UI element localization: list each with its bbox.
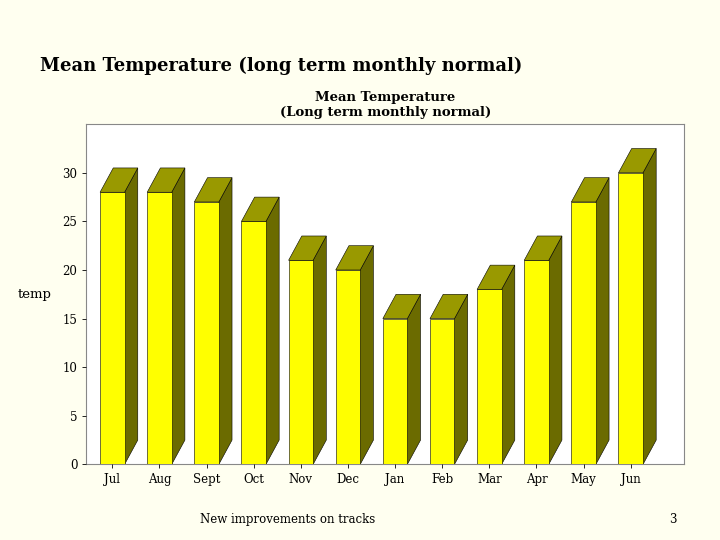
Bar	[383, 319, 408, 464]
Polygon shape	[524, 236, 562, 260]
Bar	[430, 319, 454, 464]
Polygon shape	[266, 197, 279, 464]
Polygon shape	[477, 265, 515, 289]
Polygon shape	[147, 168, 185, 192]
Polygon shape	[100, 168, 138, 192]
Bar	[618, 173, 643, 464]
Polygon shape	[408, 294, 420, 464]
Polygon shape	[289, 236, 326, 260]
Bar	[194, 202, 219, 464]
Text: Mean Temperature (long term monthly normal): Mean Temperature (long term monthly norm…	[40, 57, 522, 75]
Polygon shape	[241, 197, 279, 221]
Bar	[572, 202, 596, 464]
Polygon shape	[430, 294, 468, 319]
Polygon shape	[360, 246, 374, 464]
Polygon shape	[194, 178, 232, 202]
Polygon shape	[171, 168, 185, 464]
Bar	[336, 270, 360, 464]
Bar	[524, 260, 549, 464]
Y-axis label: temp: temp	[18, 288, 52, 301]
Text: New improvements on tracks: New improvements on tracks	[200, 512, 376, 526]
Polygon shape	[383, 294, 420, 319]
Title: Mean Temperature
(Long term monthly normal): Mean Temperature (Long term monthly norm…	[279, 91, 491, 119]
Polygon shape	[125, 168, 138, 464]
Text: 3: 3	[670, 512, 677, 526]
Polygon shape	[454, 294, 468, 464]
Bar	[241, 221, 266, 464]
Polygon shape	[572, 178, 609, 202]
Polygon shape	[549, 236, 562, 464]
Polygon shape	[219, 178, 232, 464]
Polygon shape	[336, 246, 374, 270]
Bar	[147, 192, 171, 464]
Bar	[100, 192, 125, 464]
Polygon shape	[643, 148, 656, 464]
Polygon shape	[596, 178, 609, 464]
Bar	[289, 260, 313, 464]
Polygon shape	[618, 148, 656, 173]
Polygon shape	[502, 265, 515, 464]
Polygon shape	[313, 236, 326, 464]
Bar	[477, 289, 502, 464]
